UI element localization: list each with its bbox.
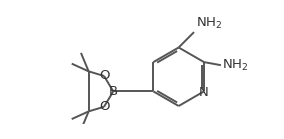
- Text: NH$_2$: NH$_2$: [222, 58, 249, 73]
- Text: O: O: [99, 100, 109, 113]
- Text: N: N: [199, 86, 209, 99]
- Text: O: O: [99, 70, 109, 82]
- Text: B: B: [109, 85, 118, 98]
- Text: NH$_2$: NH$_2$: [196, 16, 222, 31]
